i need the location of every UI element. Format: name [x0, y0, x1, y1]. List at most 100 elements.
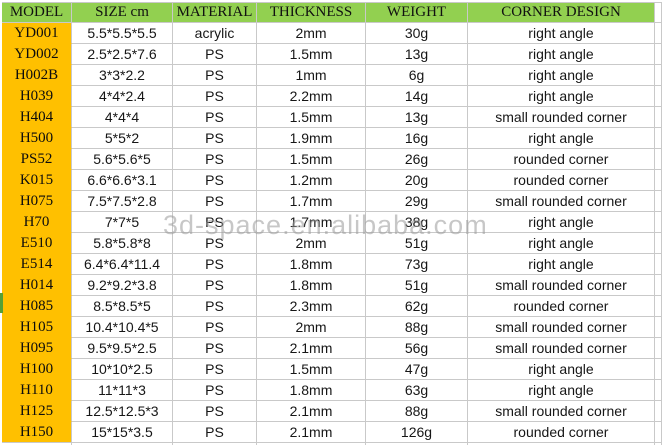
cell-model: H095 [2, 338, 72, 359]
empty-cell [366, 443, 468, 445]
cell-size: 12.5*12.5*3 [72, 401, 173, 422]
cell-material: PS [173, 422, 257, 443]
cell-corner: right angle [468, 212, 655, 233]
table-row: H150 15*15*3.5 PS 2.1mm 126g rounded corner [2, 422, 662, 443]
cell-corner: small rounded corner [468, 338, 655, 359]
cell-material: PS [173, 65, 257, 86]
cell-thickness: 1.5mm [257, 149, 366, 170]
cell-size: 7.5*7.5*2.8 [72, 191, 173, 212]
cell-thickness: 2.1mm [257, 338, 366, 359]
cell-size: 9.5*9.5*2.5 [72, 338, 173, 359]
cell-model: YD001 [2, 23, 72, 44]
cell-material: PS [173, 107, 257, 128]
cell-material: PS [173, 191, 257, 212]
cell-corner: right angle [468, 380, 655, 401]
cell-corner: right angle [468, 86, 655, 107]
cell-model: E514 [2, 254, 72, 275]
cell-thickness: 2.2mm [257, 86, 366, 107]
cell-material: PS [173, 149, 257, 170]
cell-weight: 13g [366, 44, 468, 65]
cell-corner: small rounded corner [468, 191, 655, 212]
cell-size: 4*4*4 [72, 107, 173, 128]
cell-size: 5*5*2 [72, 128, 173, 149]
cell-material: PS [173, 317, 257, 338]
cell-material: PS [173, 128, 257, 149]
cell-model: H404 [2, 107, 72, 128]
next-column-sliver [655, 128, 662, 149]
cell-corner: right angle [468, 233, 655, 254]
cell-material: PS [173, 401, 257, 422]
cell-weight: 13g [366, 107, 468, 128]
cell-model: H500 [2, 128, 72, 149]
empty-cell [468, 443, 655, 445]
empty-cell [2, 443, 72, 445]
next-column-sliver [655, 44, 662, 65]
table-row: H110 11*11*3 PS 1.8mm 63g right angle [2, 380, 662, 401]
cell-thickness: 2.1mm [257, 401, 366, 422]
cell-size: 5.8*5.8*8 [72, 233, 173, 254]
next-column-sliver [655, 401, 662, 422]
cell-material: PS [173, 86, 257, 107]
cell-weight: 30g [366, 23, 468, 44]
cell-weight: 47g [366, 359, 468, 380]
empty-cell [173, 443, 257, 445]
cell-material: PS [173, 44, 257, 65]
cell-material: PS [173, 275, 257, 296]
cell-corner: rounded corner [468, 170, 655, 191]
next-column-sliver [655, 191, 662, 212]
cell-material: PS [173, 296, 257, 317]
column-header-material: MATERIAL [173, 2, 257, 23]
cell-weight: 62g [366, 296, 468, 317]
cell-model: H075 [2, 191, 72, 212]
next-column-sliver [655, 107, 662, 128]
next-column-sliver [655, 275, 662, 296]
table-header-row: MODEL SIZE cm MATERIAL THICKNESS WEIGHT … [2, 2, 662, 23]
table-row: H125 12.5*12.5*3 PS 2.1mm 88g small rounded c… [2, 401, 662, 422]
next-column-sliver [655, 317, 662, 338]
cell-thickness: 1.5mm [257, 359, 366, 380]
cell-model: H70 [2, 212, 72, 233]
cell-thickness: 2mm [257, 23, 366, 44]
next-column-sliver [655, 380, 662, 401]
column-header-weight: WEIGHT [366, 2, 468, 23]
cell-thickness: 1.2mm [257, 170, 366, 191]
cell-size: 10.4*10.4*5 [72, 317, 173, 338]
cell-corner: right angle [468, 44, 655, 65]
next-column-sliver [655, 359, 662, 380]
cell-size: 9.2*9.2*3.8 [72, 275, 173, 296]
table-row: H70 7*7*5 PS 1.7mm 38g right angle [2, 212, 662, 233]
cell-size: 11*11*3 [72, 380, 173, 401]
next-column-sliver [655, 296, 662, 317]
cell-weight: 126g [366, 422, 468, 443]
cell-corner: small rounded corner [468, 275, 655, 296]
table-row: H075 7.5*7.5*2.8 PS 1.7mm 29g small rounded c… [2, 191, 662, 212]
cell-model: H110 [2, 380, 72, 401]
cell-model: H105 [2, 317, 72, 338]
cell-thickness: 2.1mm [257, 422, 366, 443]
table-row: H095 9.5*9.5*2.5 PS 2.1mm 56g small rounded c… [2, 338, 662, 359]
empty-cell [72, 443, 173, 445]
cell-corner: right angle [468, 359, 655, 380]
cell-corner: small rounded corner [468, 107, 655, 128]
next-column-sliver [655, 254, 662, 275]
empty-cell [257, 443, 366, 445]
next-column-sliver [655, 23, 662, 44]
cell-material: PS [173, 254, 257, 275]
cell-weight: 29g [366, 191, 468, 212]
cell-model: H085 [2, 296, 72, 317]
cell-thickness: 1mm [257, 65, 366, 86]
cell-corner: small rounded corner [468, 317, 655, 338]
next-column-sliver [655, 149, 662, 170]
next-column-sliver [655, 422, 662, 443]
cell-model: YD002 [2, 44, 72, 65]
table-row: E510 5.8*5.8*8 PS 2mm 51g right angle [2, 233, 662, 254]
table-row: YD002 2.5*2.5*7.6 PS 1.5mm 13g right angle [2, 44, 662, 65]
table-row: H500 5*5*2 PS 1.9mm 16g right angle [2, 128, 662, 149]
cell-weight: 14g [366, 86, 468, 107]
cell-weight: 20g [366, 170, 468, 191]
cell-weight: 26g [366, 149, 468, 170]
cell-thickness: 2.3mm [257, 296, 366, 317]
table-row: H404 4*4*4 PS 1.5mm 13g small rounded corner [2, 107, 662, 128]
